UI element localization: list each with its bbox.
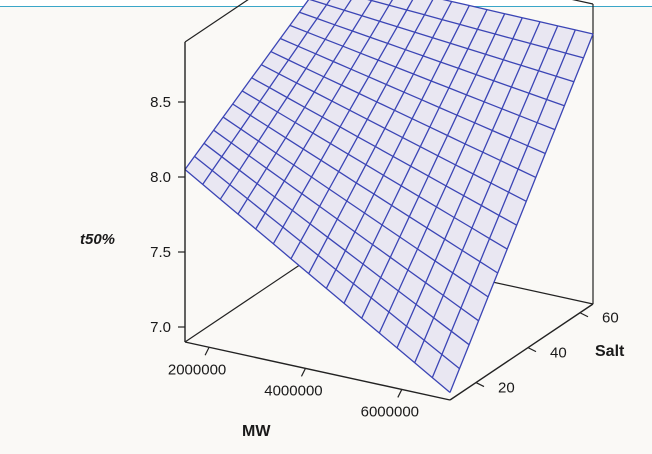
mesh-line-along-mw [213,129,479,322]
mesh-line-along-mw [309,0,575,83]
x-axis-title: MW [242,423,271,440]
mesh-line-along-mw [251,77,518,226]
mesh-line-along-salt [184,0,310,170]
surface-mesh [184,0,594,393]
y-tick-mark [475,382,485,388]
mesh-line-along-mw [442,0,594,35]
x-tick-label: 2000000 [168,361,226,378]
x-tick-label: 6000000 [361,403,419,420]
y-axis-title: Salt [595,343,625,360]
mesh-line-along-mw [299,11,565,107]
mesh-line-along-mw [184,169,451,393]
mesh-line-along-salt [414,25,559,364]
mesh-line-along-salt [343,9,488,304]
box-front-edges [184,42,594,401]
mesh-line-along-mw [222,116,489,298]
surface-fill [185,0,593,393]
mesh-line-along-salt [202,0,331,185]
mesh-line-along-salt [219,0,352,200]
mesh-line-along-mw [289,24,556,131]
mesh-line-along-salt [378,17,523,334]
x-tick-mark [397,389,403,398]
x-tick-label: 4000000 [264,382,322,399]
mesh-line-along-salt [325,5,470,289]
y-tick-label: 40 [550,345,567,362]
mesh-line-along-mw [270,51,537,178]
axis-ticks: 7.0 7.5 8.0 8.5 2000000 4000000 6000000 20 40 60 [150,94,619,420]
y-tick-label: 60 [602,310,619,327]
z-axis-title: t50% [80,231,115,248]
mesh-line-along-salt [308,1,453,274]
mesh-line-along-salt [237,0,373,215]
mesh-line-along-mw [232,103,499,274]
mesh-line-along-salt [361,13,506,319]
y-tick-label: 20 [498,380,515,397]
mesh-line-along-salt [272,0,414,245]
z-tick-label: 8.0 [150,169,171,186]
box-edge-y-axis [449,303,594,401]
mesh-line-along-mw [261,64,527,202]
mesh-line-along-salt [449,33,594,393]
mesh-line-along-mw [367,0,584,59]
mesh-line-along-salt [431,29,576,378]
mesh-line-along-mw [203,142,470,346]
mesh-line-along-mw [280,37,546,155]
y-tick-mark [579,312,589,318]
mesh-line-along-salt [255,0,393,230]
mesh-line-along-mw [194,155,460,370]
box-edge-x-axis [184,341,451,401]
x-tick-mark [300,368,306,377]
z-tick-label: 8.5 [150,94,171,111]
mesh-line-along-salt [290,0,434,260]
mesh-line-along-salt [396,21,541,349]
y-tick-mark [527,347,537,353]
box-edge-top-left [184,0,249,43]
z-tick-label: 7.5 [150,244,171,261]
x-tick-mark [204,347,210,356]
mesh-line-along-mw [241,90,508,250]
z-tick-label: 7.0 [150,319,171,336]
